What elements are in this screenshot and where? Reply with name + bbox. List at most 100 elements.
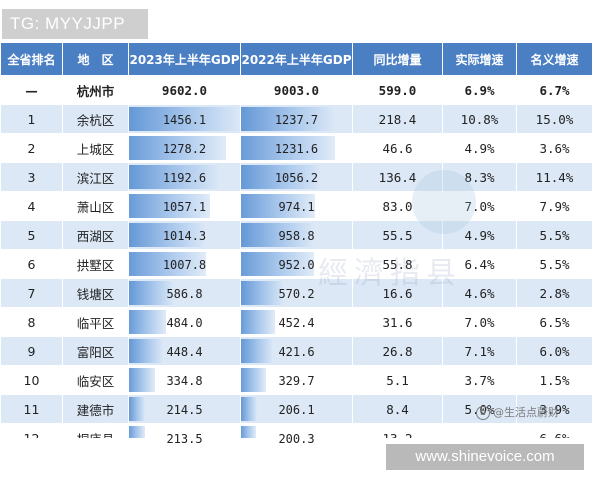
- cell-nominal-growth: 7.9%: [516, 191, 593, 221]
- cell-increase: 218.4: [352, 104, 443, 134]
- cell-gdp-2023: 586.8: [128, 278, 241, 308]
- cell-value: 1456.1: [162, 112, 207, 127]
- background-seal: [412, 170, 476, 234]
- cell-rank: 3: [0, 162, 63, 192]
- table-row: 3 滨江区 1192.6 1056.2 136.4 8.3% 11.4%: [0, 162, 593, 192]
- cell-region: 西湖区: [62, 220, 129, 250]
- gdp-bar: [129, 397, 146, 421]
- cell-nominal-growth: 3.9%: [516, 394, 593, 424]
- cell-gdp-2023: 1057.1: [128, 191, 241, 221]
- cell-region: 萧山区: [62, 191, 129, 221]
- cell-gdp-2022: 9003.0: [240, 75, 353, 105]
- gdp-bar: [241, 339, 274, 363]
- cell-value: 334.8: [166, 373, 203, 388]
- table-row: 8 临平区 484.0 452.4 31.6 7.0% 6.5%: [0, 307, 593, 337]
- gdp-bar: [129, 223, 207, 247]
- cell-value: 421.6: [278, 344, 315, 359]
- cell-rank: 8: [0, 307, 63, 337]
- cell-real-growth: 6.9%: [442, 75, 517, 105]
- cell-real-growth: 4.9%: [442, 133, 517, 163]
- cell-gdp-2023: 334.8: [128, 365, 241, 395]
- cell-value: 1014.3: [162, 228, 207, 243]
- header-nominal-growth: 名义增速: [516, 42, 593, 76]
- cell-real-growth: 7.0%: [442, 191, 517, 221]
- cell-gdp-2022: 329.7: [240, 365, 353, 395]
- cell-gdp-2023: 214.5: [128, 394, 241, 424]
- cell-increase: 16.6: [352, 278, 443, 308]
- cell-value: 484.0: [166, 315, 203, 330]
- cell-gdp-2022: 1237.7: [240, 104, 353, 134]
- cell-real-growth: 6.4%: [442, 249, 517, 279]
- cell-increase: 46.6: [352, 133, 443, 163]
- gdp-bar: [241, 310, 276, 334]
- cell-rank: 2: [0, 133, 63, 163]
- cell-value: 329.7: [278, 373, 315, 388]
- header-rank: 全省排名: [0, 42, 63, 76]
- watermark-logo-icon: ✿: [476, 406, 490, 420]
- header-gdp-2022: 2022年上半年GDP: [240, 42, 353, 76]
- cell-value: 452.4: [278, 315, 315, 330]
- table-row: 2 上城区 1278.2 1231.6 46.6 4.9% 3.6%: [0, 133, 593, 163]
- cell-rank: 10: [0, 365, 63, 395]
- tg-label: TG: MYYJJPP: [2, 9, 148, 39]
- cell-value: 200.3: [278, 431, 315, 446]
- cell-nominal-growth: 5.5%: [516, 220, 593, 250]
- cell-value: 586.8: [166, 286, 203, 301]
- cell-gdp-2022: 1056.2: [240, 162, 353, 192]
- gdp-bar: [129, 194, 210, 218]
- cell-real-growth: 3.7%: [442, 365, 517, 395]
- table-row: 10 临安区 334.8 329.7 5.1 3.7% 1.5%: [0, 365, 593, 395]
- cell-gdp-2023: 1014.3: [128, 220, 241, 250]
- cell-value: 214.5: [166, 402, 203, 417]
- gdp-bar: [241, 107, 336, 131]
- cell-real-growth: 4.9%: [442, 220, 517, 250]
- cell-real-growth: 7.0%: [442, 307, 517, 337]
- cell-rank: 4: [0, 191, 63, 221]
- table-row: 5 西湖区 1014.3 958.8 55.5 4.9% 5.5%: [0, 220, 593, 250]
- table-header-row: 全省排名 地 区 2023年上半年GDP 2022年上半年GDP 同比增量 实际…: [0, 42, 593, 76]
- cell-region: 建德市: [62, 394, 129, 424]
- cell-value: 1056.2: [274, 170, 319, 185]
- cell-nominal-growth: 15.0%: [516, 104, 593, 134]
- gdp-table: 全省排名 地 区 2023年上半年GDP 2022年上半年GDP 同比增量 实际…: [0, 42, 593, 453]
- cell-nominal-growth: 11.4%: [516, 162, 593, 192]
- cell-increase: 26.8: [352, 336, 443, 366]
- cell-value: 1192.6: [162, 170, 207, 185]
- gdp-bar: [129, 136, 227, 160]
- cell-gdp-2022: 570.2: [240, 278, 353, 308]
- cell-increase: 31.6: [352, 307, 443, 337]
- cell-gdp-2023: 1278.2: [128, 133, 241, 163]
- cell-value: 213.5: [166, 431, 203, 446]
- cell-nominal-growth: 5.5%: [516, 249, 593, 279]
- cell-real-growth: 4.6%: [442, 278, 517, 308]
- cell-region: 余杭区: [62, 104, 129, 134]
- table-row: 9 富阳区 448.4 421.6 26.8 7.1% 6.0%: [0, 336, 593, 366]
- cell-region: 拱墅区: [62, 249, 129, 279]
- cell-increase: 599.0: [352, 75, 443, 105]
- gdp-bar: [129, 339, 164, 363]
- cell-value: 1231.6: [274, 141, 319, 156]
- cell-region: 临安区: [62, 365, 129, 395]
- gdp-bar: [129, 165, 220, 189]
- cell-region: 钱塘区: [62, 278, 129, 308]
- cell-rank: 5: [0, 220, 63, 250]
- table-row: 4 萧山区 1057.1 974.1 83.0 7.0% 7.9%: [0, 191, 593, 221]
- table-row: 6 拱墅区 1007.8 952.0 55.8 6.4% 5.5%: [0, 249, 593, 279]
- header-gdp-2023: 2023年上半年GDP: [128, 42, 241, 76]
- gdp-bar: [129, 368, 155, 392]
- cell-gdp-2022: 1231.6: [240, 133, 353, 163]
- cell-value: 1237.7: [274, 112, 319, 127]
- cell-real-growth: 7.1%: [442, 336, 517, 366]
- cell-gdp-2023: 1192.6: [128, 162, 241, 192]
- author-watermark: ✿ @生活点蔚财: [476, 404, 559, 420]
- cell-region: 上城区: [62, 133, 129, 163]
- gdp-bar: [241, 252, 314, 276]
- cell-nominal-growth: 2.8%: [516, 278, 593, 308]
- cell-increase: 5.1: [352, 365, 443, 395]
- gdp-bar: [129, 252, 206, 276]
- cell-nominal-growth: 1.5%: [516, 365, 593, 395]
- gdp-bar: [241, 368, 267, 392]
- cell-value: 1278.2: [162, 141, 207, 156]
- cell-gdp-2022: 974.1: [240, 191, 353, 221]
